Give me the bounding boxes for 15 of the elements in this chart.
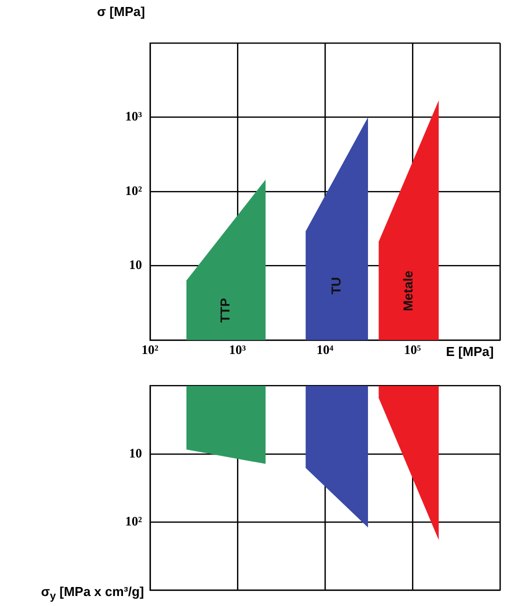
series-label: TTP <box>218 298 233 323</box>
x-tick-label: 10⁵ <box>404 342 422 358</box>
series-label: TU <box>328 277 344 294</box>
x-tick-label: 10² <box>142 342 159 358</box>
x-tick-label: 10³ <box>229 342 246 358</box>
y-tick-label: 10² <box>125 182 142 198</box>
series-label: Metale <box>400 270 416 312</box>
y-axis-title: σ$_{y}$ [MPa x cm³/g] <box>40 584 144 604</box>
y-tick-label: 10 <box>129 257 142 272</box>
y-tick-label: 10 <box>129 445 142 460</box>
y-tick-label: 10² <box>125 513 142 528</box>
x-axis-title: E [MPa] <box>446 344 494 360</box>
x-tick-label: 10⁴ <box>316 342 334 358</box>
y-axis-title: σ [MPa] <box>96 4 146 20</box>
y-tick-label: 10³ <box>125 108 142 124</box>
